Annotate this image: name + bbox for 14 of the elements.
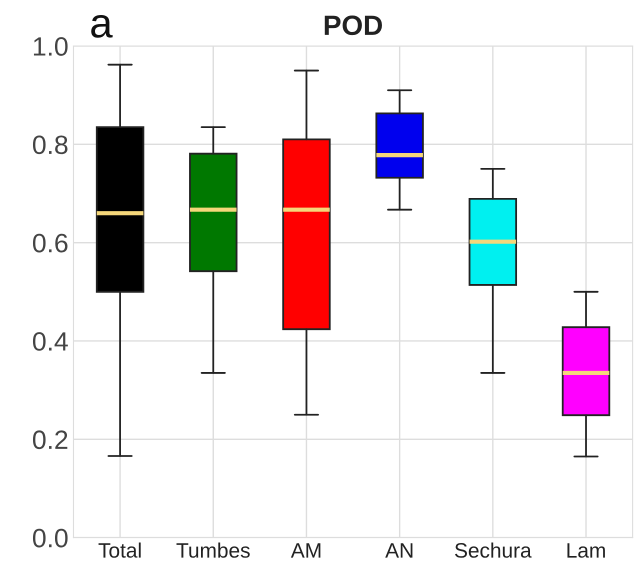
y-tick-label: 0.2 [32,430,68,450]
chart-title: POD [324,15,382,36]
x-tick-label: AN [385,543,412,558]
x-tick-label: Lam [567,543,605,558]
y-tick-label: 1.0 [34,37,68,56]
y-tick-label: 0.6 [32,234,68,252]
text: a [91,14,113,38]
y-tick-label: 0.4 [32,332,68,351]
x-tick-label: Total [98,542,141,558]
x-tick-label: Sechura [454,542,532,558]
y-tick-label: 0.0 [32,528,68,548]
y-tick-label: 0.8 [32,135,68,154]
x-tick-label: Tumbes [176,542,250,558]
x-tick-label: AM [290,543,320,558]
